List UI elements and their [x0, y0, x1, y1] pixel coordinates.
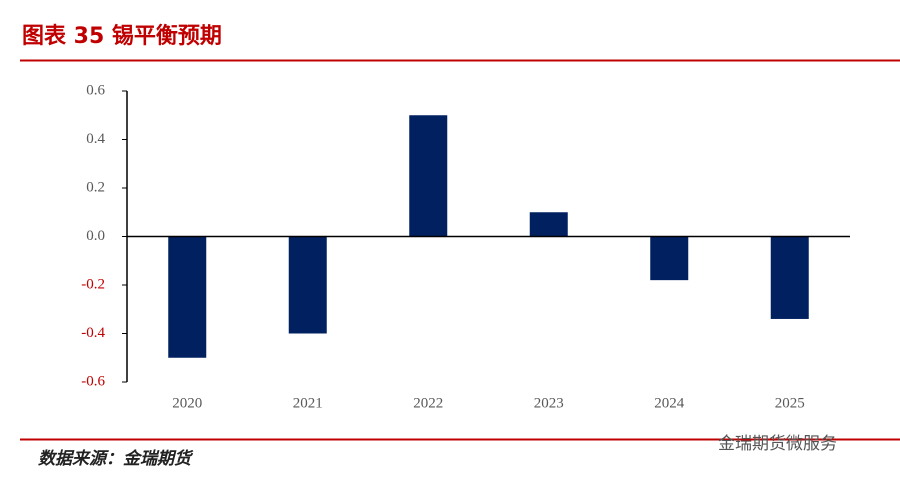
source: 数据来源：金瑞期货: [38, 449, 194, 469]
watermark: 金瑞期货微服务: [718, 434, 837, 454]
x-tick-label: 2023: [534, 395, 564, 411]
bar: [288, 236, 327, 334]
chart-title: 图表 35 锡平衡预期: [22, 23, 222, 49]
y-tick-label: -0.2: [81, 276, 105, 292]
bar: [770, 236, 809, 319]
x-tick-label: 2025: [775, 395, 805, 411]
y-tick-label: 0.2: [86, 179, 105, 195]
x-tick-label: 2020: [172, 395, 202, 411]
y-tick-label: 0.0: [86, 228, 105, 244]
bar: [409, 115, 448, 237]
x-tick-label: 2022: [413, 395, 443, 411]
x-tick-label: 2021: [293, 395, 323, 411]
x-tick-label: 2024: [654, 395, 685, 411]
y-tick-label: -0.6: [81, 373, 105, 389]
bar: [650, 236, 689, 281]
bar: [168, 236, 207, 358]
bar: [529, 212, 568, 237]
y-tick-label: 0.6: [86, 82, 105, 98]
y-tick-label: -0.4: [81, 325, 105, 341]
y-tick-label: 0.4: [86, 131, 105, 147]
